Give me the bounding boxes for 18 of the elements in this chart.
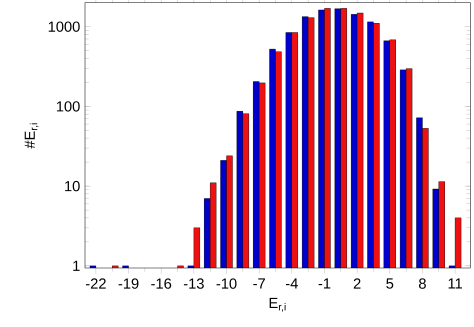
x-tick-label: 5: [386, 278, 394, 289]
x-tick-label: 11: [448, 278, 462, 288]
y-tick-label: 100: [56, 101, 80, 112]
y-tick-label: 1000: [48, 21, 80, 32]
x-tick-label: -1: [318, 278, 330, 288]
y-tick-label: 10: [65, 180, 80, 192]
y-tick-label: 1: [73, 260, 80, 271]
y-axis-title: #E$_{r,i}$: [24, 123, 39, 149]
x-tick-label: -10: [216, 278, 237, 289]
x-tick-label: -4: [286, 278, 298, 288]
x-tick-label: 2: [354, 278, 360, 289]
x-tick-label: -16: [151, 278, 172, 289]
x-tick-label: -7: [253, 278, 265, 288]
x-tick-label: -22: [86, 278, 106, 289]
x-tick-label: -19: [118, 278, 138, 289]
x-tick-label: -13: [184, 278, 204, 289]
x-tick-label: 8: [418, 278, 426, 289]
x-axis-title: E$_{r,i}$: [270, 298, 286, 312]
